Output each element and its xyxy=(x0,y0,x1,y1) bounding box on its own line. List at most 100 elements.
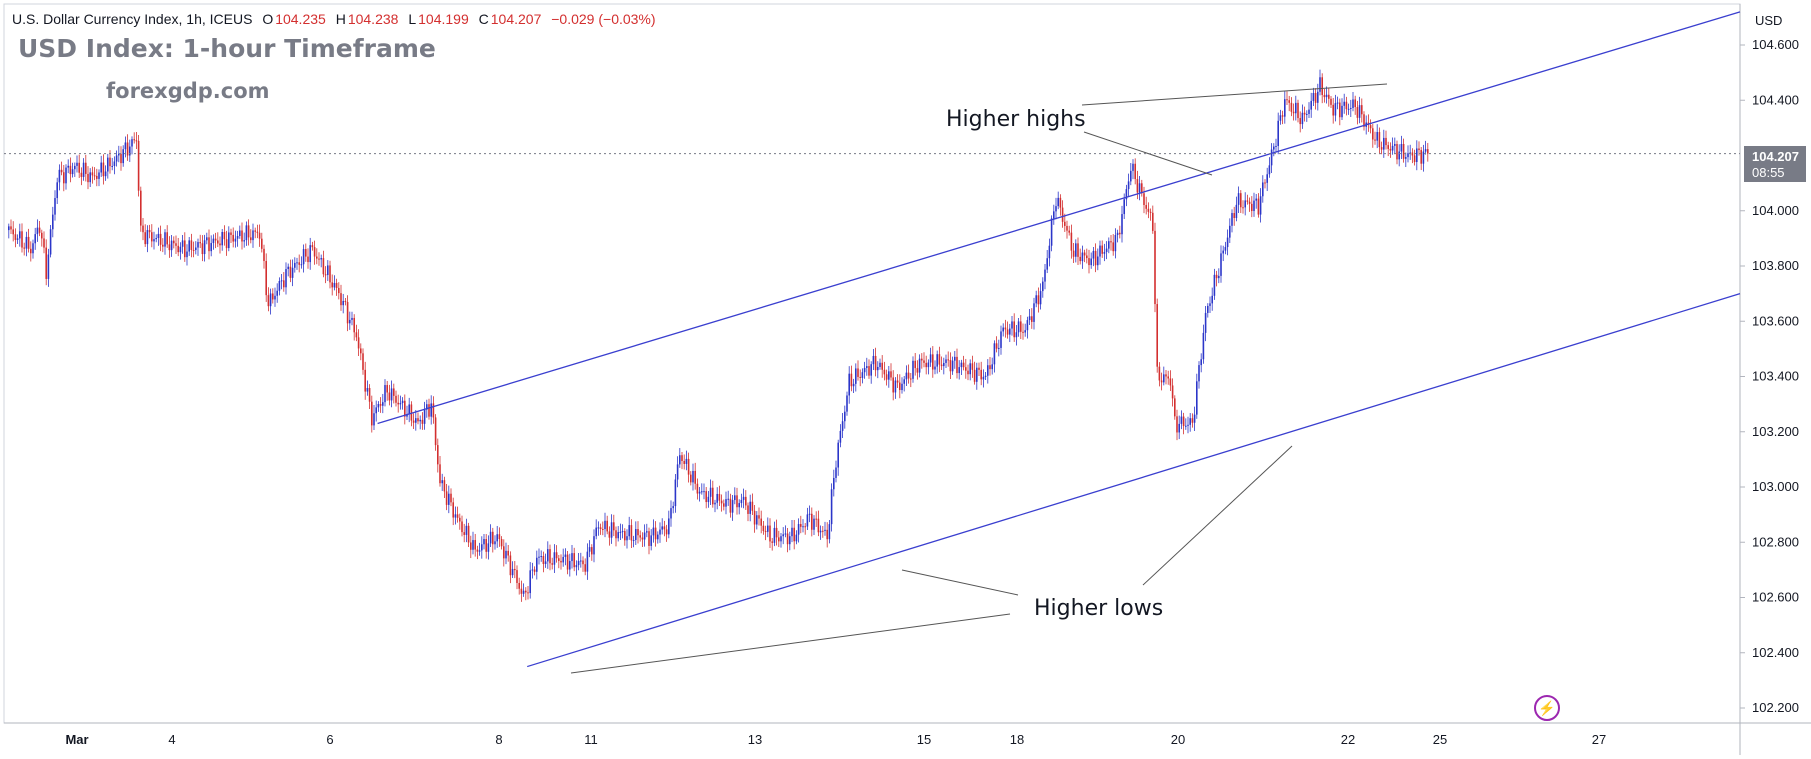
candle xyxy=(120,146,122,171)
higher-lows-pointer-bottom xyxy=(570,613,1011,674)
candle xyxy=(1299,111,1301,133)
low-value: 104.199 xyxy=(418,11,469,27)
price-scale[interactable]: 104.600 104.400 104.000 103.800 103.600 103.4… xyxy=(1740,37,1799,715)
candle xyxy=(747,502,749,522)
candle xyxy=(621,524,624,539)
candle xyxy=(1339,98,1341,126)
candle xyxy=(709,479,712,505)
candle xyxy=(340,284,342,311)
candle xyxy=(93,167,96,181)
candle xyxy=(659,522,661,543)
candle xyxy=(366,380,369,396)
candle xyxy=(489,524,492,548)
candle xyxy=(164,229,166,255)
channel-upper-line[interactable] xyxy=(377,11,1741,425)
candle xyxy=(296,257,298,270)
candle xyxy=(1130,162,1132,186)
candle xyxy=(969,359,971,381)
candle xyxy=(846,391,848,416)
open-value: 104.235 xyxy=(275,11,326,27)
candle xyxy=(232,227,234,248)
candle xyxy=(632,535,635,548)
candle xyxy=(49,224,52,258)
candle xyxy=(1290,97,1293,117)
candle xyxy=(265,253,267,302)
candle xyxy=(1105,241,1108,260)
candle xyxy=(1220,245,1222,283)
candle xyxy=(907,364,910,384)
candle xyxy=(461,515,463,537)
trend-channel[interactable] xyxy=(377,11,1741,668)
candle xyxy=(976,362,978,390)
candle xyxy=(190,233,193,258)
price-tick-label: 103.000 xyxy=(1752,479,1799,494)
candle xyxy=(1246,194,1249,205)
candle xyxy=(888,365,890,388)
candle xyxy=(492,527,494,553)
candle xyxy=(551,557,553,570)
lightning-bolt-icon[interactable]: ⚡ xyxy=(1534,695,1560,721)
candle xyxy=(1275,138,1277,152)
candle xyxy=(1031,308,1033,329)
candle xyxy=(1204,306,1207,342)
candle xyxy=(1396,140,1398,165)
candle xyxy=(384,379,386,407)
open-label: O xyxy=(262,11,274,27)
price-tick-label: 104.600 xyxy=(1752,37,1799,52)
candle xyxy=(1022,323,1024,340)
candle xyxy=(1202,324,1205,364)
candle xyxy=(811,507,813,537)
high-value: 104.238 xyxy=(347,11,399,27)
time-scale[interactable]: Mar 4 6 8 11 13 15 18 20 22 25 27 xyxy=(65,732,1606,747)
candle xyxy=(1226,229,1229,256)
candle xyxy=(443,476,446,499)
candle xyxy=(406,405,408,420)
candle xyxy=(1224,241,1227,255)
candle xyxy=(855,363,857,392)
candle xyxy=(626,529,628,549)
candle xyxy=(43,231,45,254)
candle xyxy=(1147,202,1150,219)
candle xyxy=(569,553,571,577)
candle xyxy=(518,577,520,595)
candle xyxy=(866,357,868,376)
candle xyxy=(984,371,987,381)
candle xyxy=(1255,194,1257,209)
channel-lower-line[interactable] xyxy=(527,293,1741,668)
candle xyxy=(1378,127,1381,155)
candle xyxy=(740,493,743,508)
candle xyxy=(364,361,366,400)
candle xyxy=(630,519,633,549)
candle xyxy=(47,248,50,287)
candle xyxy=(417,412,419,425)
candle xyxy=(1163,366,1165,386)
candle xyxy=(1380,141,1383,155)
candle xyxy=(901,377,903,394)
candle xyxy=(1110,235,1112,251)
candle xyxy=(824,521,826,536)
candle xyxy=(742,488,745,509)
candle xyxy=(397,394,399,413)
candle xyxy=(1389,142,1392,158)
candle xyxy=(12,221,14,242)
candle xyxy=(641,532,644,547)
candle xyxy=(705,487,707,509)
candle xyxy=(1306,110,1308,122)
price-tick-label: 104.000 xyxy=(1752,203,1799,218)
candle xyxy=(1160,372,1163,391)
candle xyxy=(665,524,668,542)
candle xyxy=(1119,225,1121,239)
candle xyxy=(124,136,127,158)
candle xyxy=(973,361,976,385)
candle xyxy=(544,553,547,568)
higher-highs-pointer-right xyxy=(1083,131,1213,176)
candle xyxy=(773,521,776,547)
candle xyxy=(1108,237,1110,254)
candle xyxy=(69,157,72,183)
candle xyxy=(1174,395,1176,420)
candle xyxy=(894,377,897,399)
candle xyxy=(386,380,388,401)
candle xyxy=(1358,96,1361,124)
